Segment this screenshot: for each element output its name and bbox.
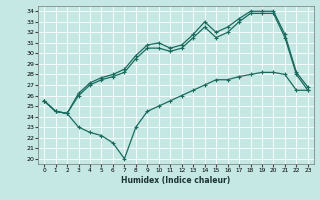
X-axis label: Humidex (Indice chaleur): Humidex (Indice chaleur) (121, 176, 231, 185)
